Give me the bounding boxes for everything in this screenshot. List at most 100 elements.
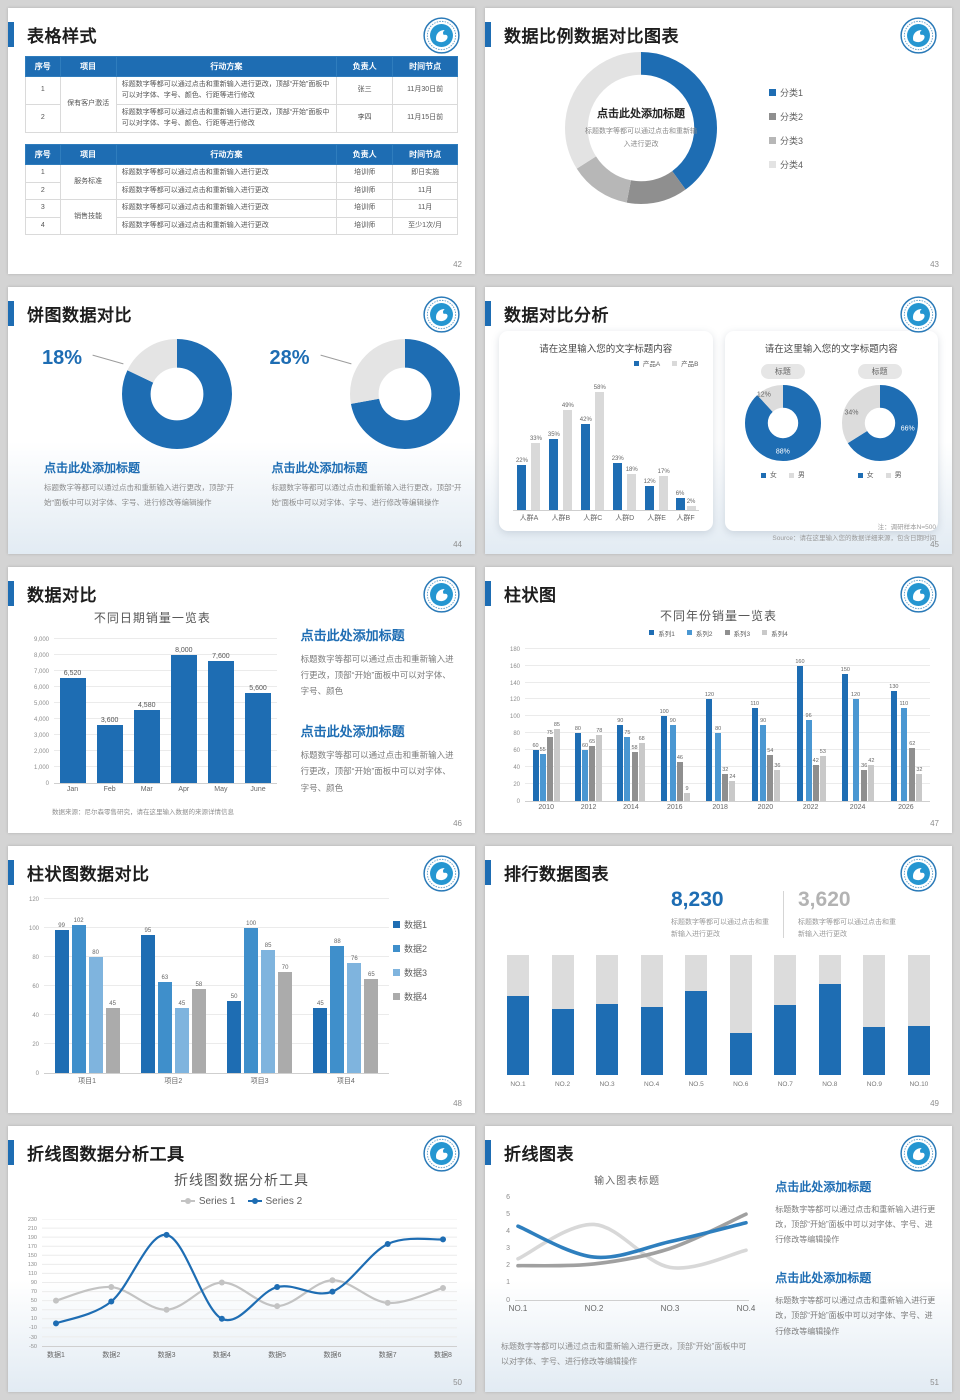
rank-fill <box>596 1004 619 1075</box>
legend-item: 分类2 <box>769 110 803 123</box>
bar-wrap: 70 <box>278 899 293 1074</box>
table-header-cell: 负责人 <box>336 144 394 165</box>
bar <box>868 765 875 801</box>
bar-wrap: 33% <box>530 377 542 511</box>
text-column: 点击此处添加标题 标题数字等都可以通过点击和重新输入进行更改，顶部“开始”面板中… <box>753 1170 936 1369</box>
bar-value-label: 5,600 <box>249 685 267 693</box>
y-axis-tick: 9,000 <box>33 636 49 643</box>
gridline <box>54 733 277 735</box>
donut-svg <box>841 385 918 462</box>
slide-46-data-compare[interactable]: 数据对比 不同日期销量一览表 6,520 Jan 3,600 Feb 4,580 Mar 8… <box>8 566 475 834</box>
x-axis-label: NO.10 <box>909 1080 929 1088</box>
page-number: 46 <box>453 819 462 829</box>
rank-item: NO.4 <box>640 954 663 1088</box>
bar <box>191 989 206 1074</box>
x-axis-label: NO.3 <box>660 1303 680 1313</box>
bar-group: 80 60 65 78 2012 <box>575 649 603 811</box>
line-series <box>516 1222 748 1270</box>
school-emblem-logo <box>900 855 937 892</box>
bar-group: 42% 58% 人群C <box>579 377 606 523</box>
bar-value-label: 45 <box>178 1000 186 1007</box>
legend-swatch <box>769 112 776 120</box>
slide-header: 数据比例数据对比图表 <box>485 8 952 54</box>
bar-wrap: 58 <box>631 649 638 801</box>
bar-value-label: 24 <box>729 773 736 780</box>
y-axis-tick: 60 <box>513 748 520 755</box>
legend-swatch <box>760 472 766 478</box>
bar-value-label: 99 <box>58 922 65 929</box>
y-axis-tick: 70 <box>30 1289 37 1296</box>
y-axis-tick: 1 <box>506 1279 510 1287</box>
data-point-marker <box>163 1231 170 1238</box>
bar-set: 95 63 45 58 <box>140 899 206 1074</box>
y-axis-tick: 30 <box>30 1307 37 1314</box>
legend-label: 数据4 <box>404 992 428 1003</box>
title-accent-bar <box>8 580 14 606</box>
x-axis-label: Mar <box>140 785 153 793</box>
bar-value-label: 85 <box>553 722 560 729</box>
slide-45-data-analysis[interactable]: 数据对比分析 请在这里输入您的文字标题内容 产品A 产品B 22% 33% 人群A 35… <box>485 287 952 554</box>
bar-value-label: 7,600 <box>212 653 230 661</box>
bar-group: 6% 2% 人群F <box>675 377 696 522</box>
donut-chart-area: 点击此处添加标题 标题数字等都可以通过点击和重新输入进行更改 分类1 分类2 分类3… <box>485 48 952 204</box>
bar <box>613 463 623 511</box>
slide-title: 饼图数据对比 <box>27 306 132 326</box>
bar <box>819 756 826 801</box>
cards-row: 请在这里输入您的文字标题内容 产品A 产品B 22% 33% 人群A 35% 49% 人群B… <box>485 327 952 532</box>
bar-wrap: 45 <box>105 899 120 1074</box>
table-cell: 11月30日前 <box>392 76 458 105</box>
slide-51-line-chart[interactable]: 折线图表 输入图表标题 NO.1 NO.2 NO.3 NO.4 0 1 2 3 4 5 6 标题数字… <box>485 1125 952 1392</box>
block-title: 点击此处添加标题 <box>775 1271 872 1286</box>
y-axis-tick: 5 <box>506 1210 510 1218</box>
slide-44-pie-compare[interactable]: 饼图数据对比 18% 点击此处添加标题 标题数字等都可以通过点击和重新输入进行更… <box>8 287 475 554</box>
title-accent-bar <box>8 22 14 47</box>
donut-value-label: 34% <box>844 409 859 417</box>
y-axis-tick: 80 <box>32 955 39 962</box>
series-legend: 系列1 系列2 系列3 系列4 <box>503 628 934 638</box>
legend-item: 数据2 <box>393 942 427 955</box>
bar-group: 99 102 80 45 项目1 <box>54 899 120 1085</box>
slide-header: 折线图数据分析工具 <box>8 1126 475 1172</box>
title-accent-bar <box>485 580 491 606</box>
x-axis-label: 人群A <box>519 515 539 523</box>
bar-set: 8,000 <box>170 639 197 783</box>
bar-wrap: 24 <box>729 649 735 801</box>
slide-42-table-style[interactable]: 表格样式 序号 项目 行动方案 负责人 时间节点 1 保有客户激活 标题数字等都可以通过点击和… <box>8 8 475 275</box>
bar <box>207 661 234 783</box>
x-axis-label: Jan <box>66 785 79 793</box>
bar-wrap: 96 <box>806 649 812 801</box>
slide-47-column-chart[interactable]: 柱状图 不同年份销量一览表 系列1 系列2 系列3 系列4 60 55 75 85 2010 8… <box>485 566 952 834</box>
gridline <box>525 715 930 717</box>
legend-swatch <box>649 630 655 636</box>
slide-49-ranking-chart[interactable]: 排行数据图表 8,230 标题数字等都可以通过点击和重新输入进行更改 3,620… <box>485 846 952 1113</box>
bar-set: 7,600 <box>207 639 234 783</box>
school-emblem-logo <box>900 17 937 54</box>
legend-swatch <box>633 360 639 366</box>
bar-group: 50 100 85 70 项目3 <box>227 899 293 1085</box>
gender-legend: 女男 <box>857 470 902 480</box>
x-axis-label: 2020 <box>757 803 774 811</box>
school-emblem-logo <box>900 1134 937 1172</box>
y-axis-tick: 180 <box>509 646 520 653</box>
donut-svg <box>349 339 460 450</box>
slide-48-bar-compare[interactable]: 柱状图数据对比 99 102 80 45 项目1 95 63 45 58 项目2 50 100 85 70… <box>8 846 475 1113</box>
bar-value-label: 8,000 <box>175 646 193 654</box>
project-bar-chart: 99 102 80 45 项目1 95 63 45 58 项目2 50 100 85 70 项目3 45 88 7… <box>22 892 393 1086</box>
bar-group: 12% 17% 人群E <box>644 377 670 523</box>
bar-value-label: 6,520 <box>63 670 82 678</box>
bar-value-label: 42% <box>579 417 592 424</box>
donut-segment <box>565 52 717 204</box>
slide-43-donut-ratio[interactable]: 数据比例数据对比图表 点击此处添加标题 标题数字等都可以通过点击和重新输入进行更… <box>485 8 952 275</box>
gridline <box>54 685 277 687</box>
block-body: 标题数字等都可以通过点击和重新输入进行更改，顶部“开始”面板中可以对字体、字号、… <box>775 1296 936 1336</box>
y-axis-tick: 8,000 <box>33 652 49 659</box>
slide-header: 数据对比分析 <box>485 287 952 334</box>
slide-50-line-analysis[interactable]: 折线图数据分析工具 折线图数据分析工具 Series 1 Series 2 数据1… <box>8 1125 475 1392</box>
bar-wrap: 150 <box>841 649 850 801</box>
school-emblem-logo <box>423 576 460 613</box>
block-body: 标题数字等都可以通过点击和重新输入进行更改，顶部“开始”面板中可以对字体、字号、… <box>775 1204 936 1244</box>
bar-value-label: 120 <box>704 692 715 699</box>
bar-set: 90 75 58 68 <box>617 649 645 801</box>
donut-chart: 点击此处添加标题 标题数字等都可以通过点击和重新输入进行更改 <box>565 52 717 204</box>
